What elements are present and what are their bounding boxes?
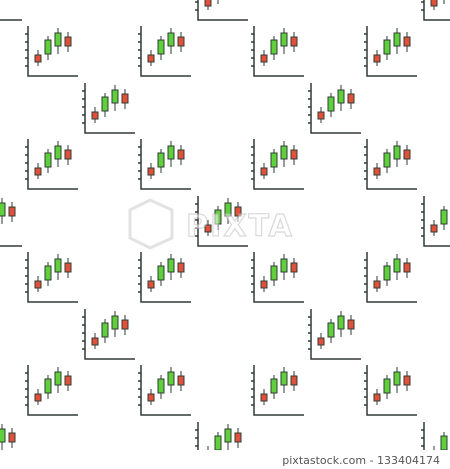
footer-text: pixtastock.com - 133404174 [282,454,440,467]
icon-pattern [0,0,450,450]
watermark-text: PIXTA [186,209,294,244]
watermark: PIXTA [128,198,294,250]
footer-bar [0,450,450,469]
